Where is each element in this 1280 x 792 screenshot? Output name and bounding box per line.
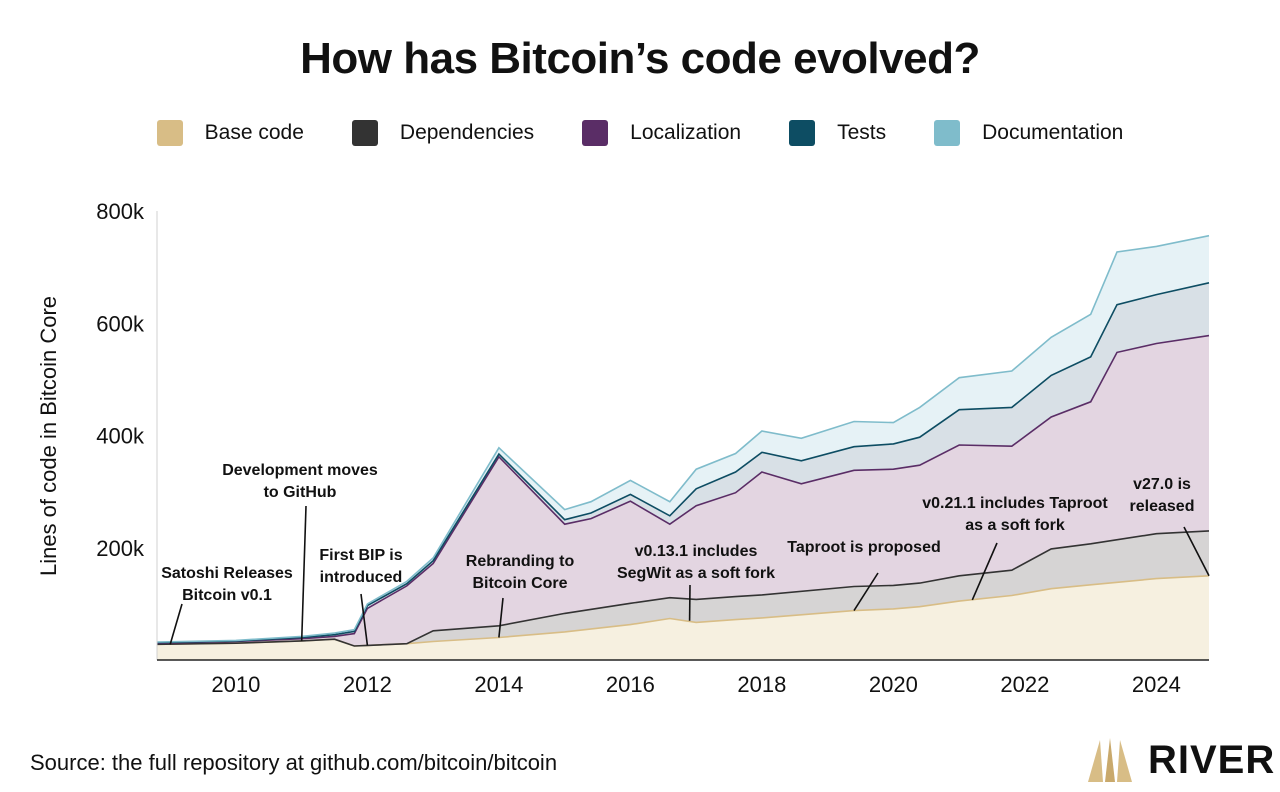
chart-title: How has Bitcoin’s code evolved? (300, 34, 980, 83)
legend-swatch-documentation (934, 120, 961, 146)
annotation-leader-line (360, 593, 369, 646)
annotation-label: Rebranding to (466, 553, 575, 570)
legend-item-documentation: Documentation (934, 120, 1123, 146)
annotation-label: released (1130, 498, 1195, 515)
x-tick-label: 2016 (606, 672, 655, 697)
annotation-leader-line (169, 603, 183, 645)
x-tick-label: 2010 (211, 672, 260, 697)
area-base-code (157, 575, 1209, 660)
line-dependencies (156, 530, 1210, 647)
legend-swatch-base-code (156, 120, 183, 146)
legend-label-tests: Tests (837, 121, 887, 144)
y-tick-label: 800k (96, 199, 145, 224)
x-tick-label: 2024 (1132, 672, 1181, 697)
x-tick-label: 2014 (474, 672, 523, 697)
river-logo: RIVER (1086, 736, 1275, 784)
annotation-leader-line (1183, 526, 1210, 577)
annotation-label: Bitcoin v0.1 (182, 587, 272, 604)
annotation-label: as a soft fork (965, 517, 1065, 534)
legend-item-dependencies: Dependencies (351, 120, 535, 146)
line-documentation (156, 234, 1210, 643)
source-note: Source: the full repository at github.co… (30, 750, 558, 775)
legend-item-tests: Tests (789, 120, 886, 146)
x-tick-label: 2020 (869, 672, 918, 697)
y-tick-label: 600k (96, 311, 145, 336)
x-tick-label: 2022 (1000, 672, 1049, 697)
y-tick-label: 200k (96, 536, 145, 561)
legend-label-base-code: Base code (204, 121, 304, 144)
legend-item-localization: Localization (582, 120, 741, 146)
annotation-label: v27.0 is (1133, 476, 1191, 493)
river-mountain-icon (1088, 738, 1132, 782)
x-tick-label: 2018 (737, 672, 786, 697)
annotation-label: Development moves (222, 462, 378, 479)
legend-label-dependencies: Dependencies (399, 121, 535, 144)
annotation-leader-line (300, 505, 307, 641)
legend-swatch-localization (582, 120, 609, 146)
legend-swatch-dependencies (351, 120, 378, 146)
logo-text: RIVER (1148, 737, 1276, 782)
legend-label-localization: Localization (630, 121, 742, 144)
annotation-label: Satoshi Releases (161, 565, 293, 582)
annotation-label: Taproot is proposed (787, 539, 940, 556)
x-tick-label: 2012 (343, 672, 392, 697)
annotation-label: SegWit as a soft fork (617, 565, 775, 582)
y-tick-label: 400k (96, 424, 145, 449)
annotation-label: v0.13.1 includes (635, 543, 758, 560)
annotation-label: Bitcoin Core (472, 575, 567, 592)
annotation-label: to GitHub (264, 484, 337, 501)
legend-swatch-tests (789, 120, 816, 146)
legend: Base code Dependencies Localization Test… (0, 120, 1280, 146)
annotation-label: First BIP is (319, 547, 402, 564)
annotation-label: v0.21.1 includes Taproot (922, 495, 1108, 512)
y-axis-label: Lines of code in Bitcoin Core (36, 296, 61, 576)
annotation-leader-line (498, 597, 504, 638)
annotation-leader-line (971, 542, 998, 601)
legend-item-base-code: Base code (156, 120, 304, 146)
line-localization (156, 334, 1210, 644)
legend-label-documentation: Documentation (982, 121, 1124, 144)
annotation-leader-line (853, 572, 879, 612)
annotation-label: introduced (320, 569, 403, 586)
